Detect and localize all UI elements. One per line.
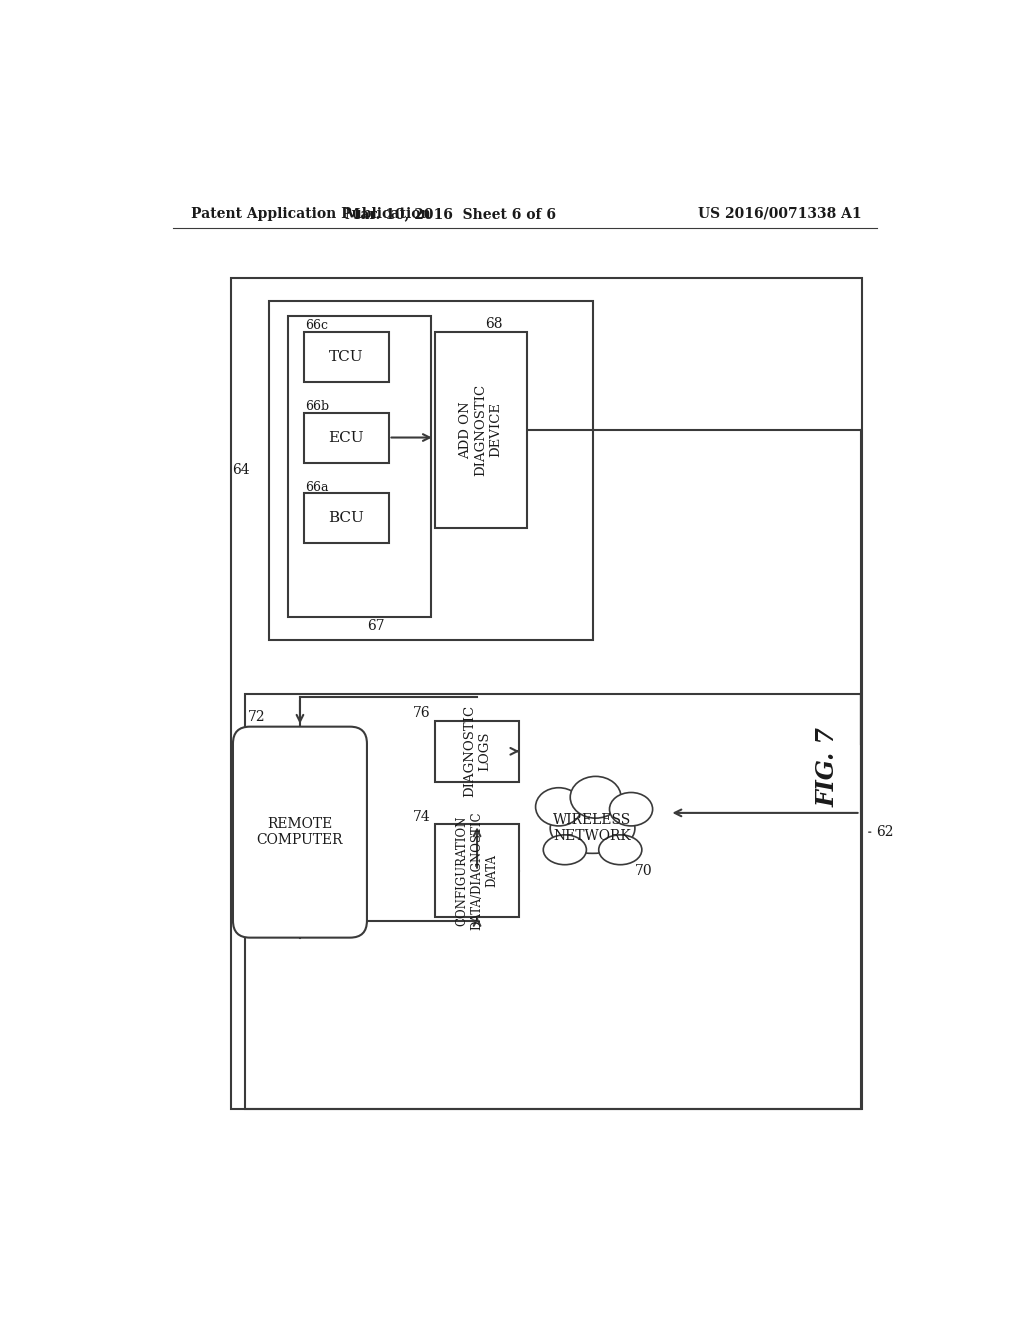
Bar [289, 317, 431, 616]
Ellipse shape [536, 788, 582, 826]
Ellipse shape [609, 792, 652, 826]
Text: DIAGNOSTIC
LOGS: DIAGNOSTIC LOGS [463, 705, 492, 797]
Bar [304, 413, 388, 462]
FancyBboxPatch shape [233, 726, 367, 937]
Ellipse shape [570, 776, 621, 818]
Text: ECU: ECU [329, 430, 364, 445]
Text: 68: 68 [484, 317, 502, 331]
Text: WIRELESS
NETWORK: WIRELESS NETWORK [553, 813, 632, 843]
Text: TCU: TCU [329, 350, 364, 364]
Bar [435, 721, 519, 781]
Text: FIG. 7: FIG. 7 [815, 727, 840, 807]
Text: 66a: 66a [305, 480, 329, 494]
Bar [245, 693, 860, 1109]
Text: 66b: 66b [305, 400, 330, 413]
Ellipse shape [544, 834, 587, 865]
Bar [435, 331, 527, 528]
Text: 64: 64 [232, 463, 250, 478]
Text: 74: 74 [413, 809, 431, 824]
Bar [304, 331, 388, 381]
Text: CONFIGURATION
DATA/DIAGNOSTIC
DATA: CONFIGURATION DATA/DIAGNOSTIC DATA [456, 812, 499, 931]
Ellipse shape [599, 834, 642, 865]
Text: 76: 76 [414, 706, 431, 719]
Text: 67: 67 [367, 619, 385, 632]
Bar [230, 277, 862, 1109]
Text: ADD ON
DIAGNOSTIC
DEVICE: ADD ON DIAGNOSTIC DEVICE [460, 384, 503, 477]
Text: US 2016/0071338 A1: US 2016/0071338 A1 [698, 207, 862, 220]
Bar [269, 301, 593, 640]
Ellipse shape [550, 804, 635, 853]
Bar [435, 825, 519, 917]
Text: 72: 72 [249, 710, 266, 723]
Text: 66c: 66c [305, 319, 329, 333]
Text: 70: 70 [635, 863, 652, 878]
Text: Mar. 10, 2016  Sheet 6 of 6: Mar. 10, 2016 Sheet 6 of 6 [345, 207, 556, 220]
Text: BCU: BCU [329, 511, 365, 525]
Bar [304, 494, 388, 544]
Text: Patent Application Publication: Patent Application Publication [190, 207, 430, 220]
Text: 62: 62 [876, 825, 893, 840]
Text: REMOTE
COMPUTER: REMOTE COMPUTER [257, 817, 343, 847]
